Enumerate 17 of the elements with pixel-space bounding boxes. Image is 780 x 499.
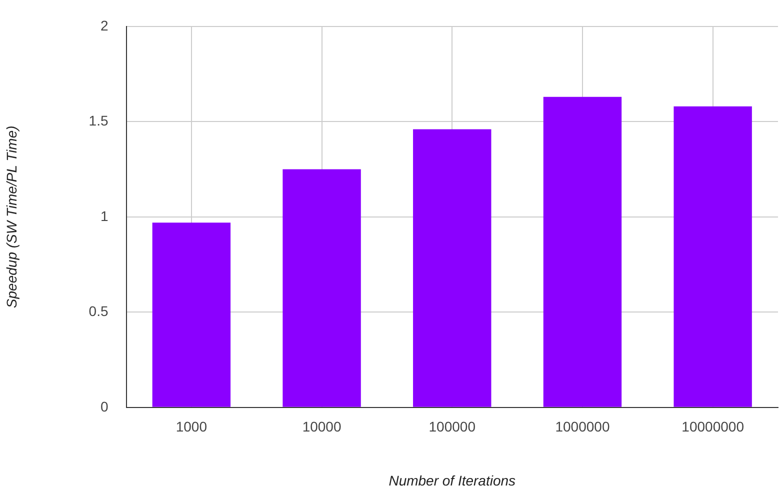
x-tick-label: 100000 bbox=[428, 418, 476, 435]
x-tick-label: 10000000 bbox=[682, 418, 744, 435]
x-tick-label: 1000 bbox=[176, 418, 208, 435]
x-tick-label: 10000 bbox=[302, 418, 342, 435]
x-tick-label: 1000000 bbox=[555, 418, 610, 435]
y-tick-label: 0 bbox=[100, 398, 108, 414]
y-axis-title: Speedup (SW Time/PL Time) bbox=[3, 126, 20, 308]
y-tick-label: 2 bbox=[100, 17, 108, 34]
y-tick-label: 0.5 bbox=[88, 303, 108, 320]
bar bbox=[543, 96, 622, 407]
bar bbox=[674, 106, 752, 407]
bar bbox=[282, 169, 361, 407]
x-axis-title: Number of Iterations bbox=[388, 472, 516, 488]
y-tick-label: 1.5 bbox=[88, 112, 108, 129]
bar bbox=[413, 129, 492, 407]
y-tick-label: 1 bbox=[100, 208, 108, 224]
bar bbox=[152, 222, 231, 407]
